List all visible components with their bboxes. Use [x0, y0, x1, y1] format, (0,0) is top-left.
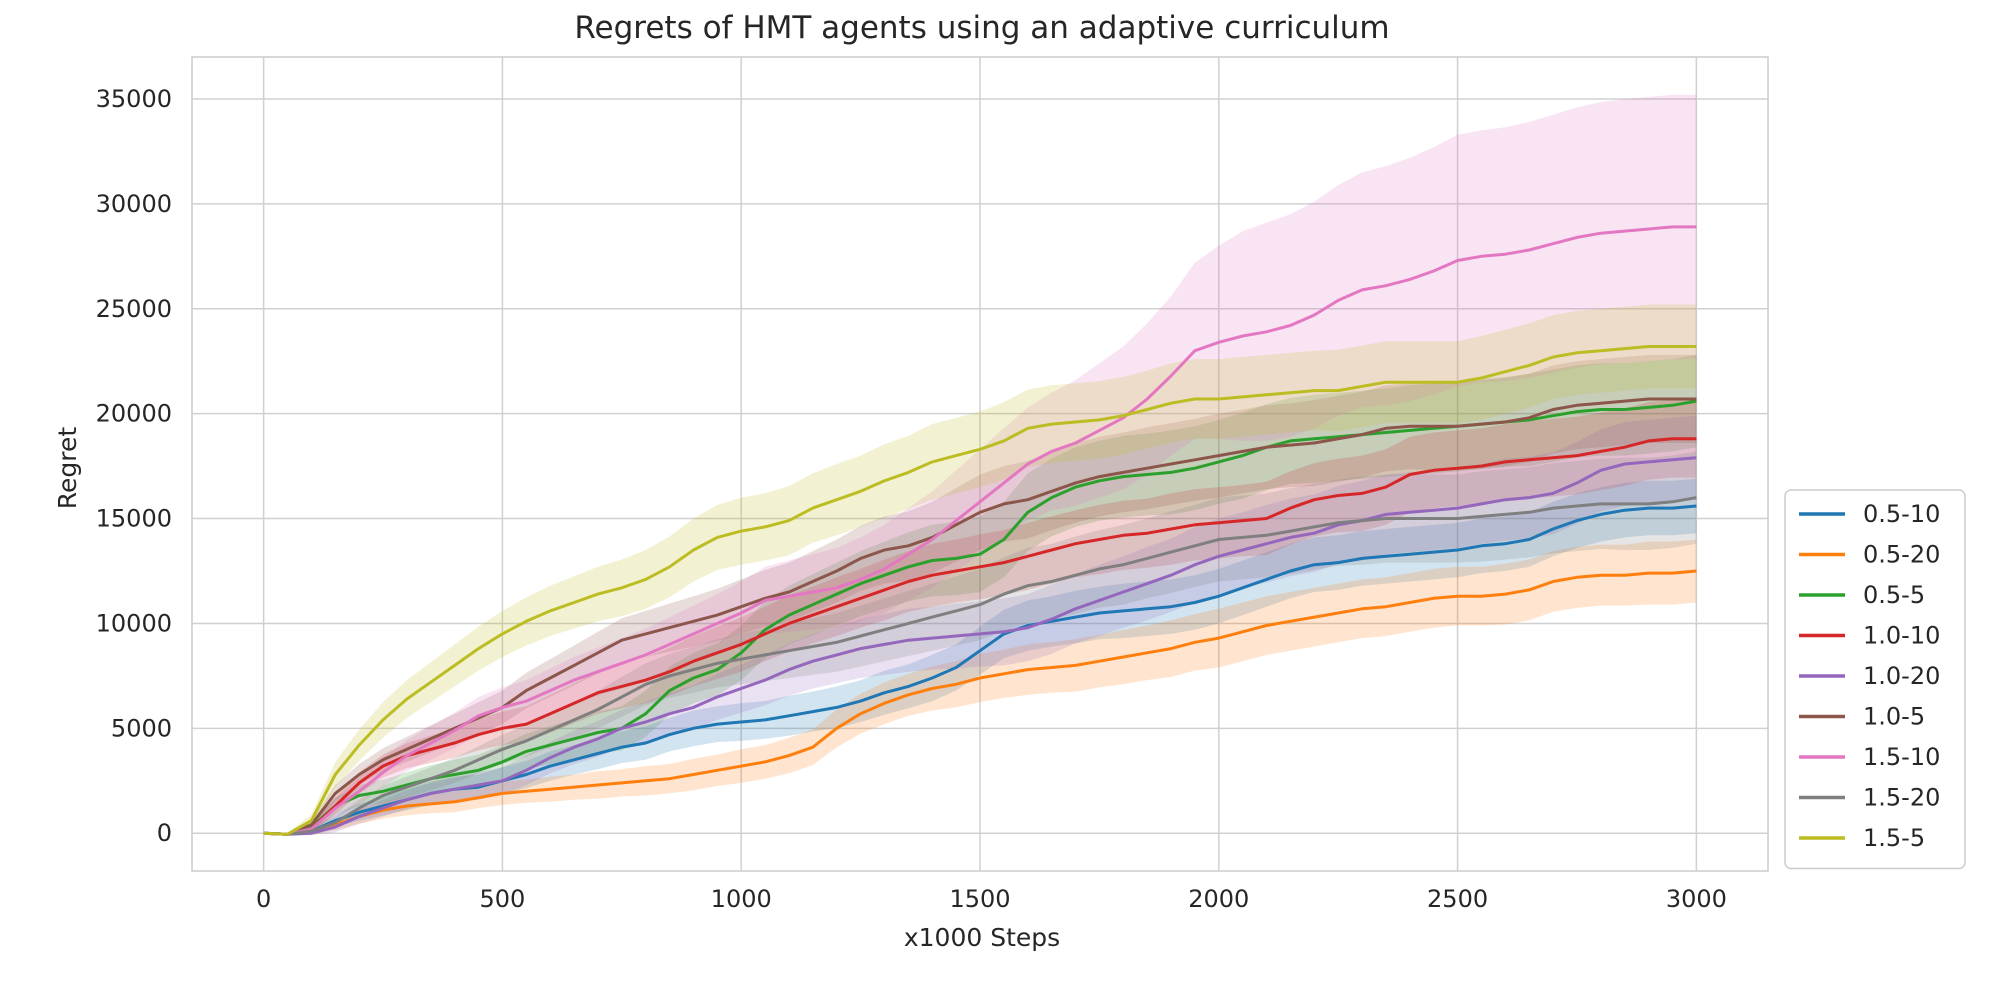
x-tick-label: 1500	[949, 885, 1010, 913]
y-tick-label: 20000	[96, 400, 172, 428]
x-axis-label: x1000 Steps	[904, 923, 1060, 952]
y-tick-label: 0	[157, 819, 172, 847]
legend-label-1.0-10: 1.0-10	[1863, 622, 1940, 650]
legend-box	[1784, 489, 1966, 870]
x-tick-label: 2500	[1427, 885, 1488, 913]
band-1.0-10	[263, 400, 1697, 836]
line-1.5-10	[263, 225, 1697, 836]
line-1.5-5	[263, 345, 1697, 836]
grid-lines	[192, 57, 1768, 871]
legend-label-0.5-10: 0.5-10	[1863, 500, 1940, 528]
x-axis-ticks: 0 500 1000 1500 2000 2500 3000	[256, 885, 1727, 913]
x-tick-label: 1000	[711, 885, 772, 913]
y-tick-label: 25000	[96, 295, 172, 323]
x-tick-label: 3000	[1666, 885, 1727, 913]
y-axis-ticks: 0 5000 10000 15000 20000 25000 30000 35000	[96, 85, 172, 847]
legend: 0.5-10 0.5-20 0.5-5 1.0-10 1.0-20 1.0-5 1.5-10…	[1784, 489, 1966, 870]
legend-label-1.0-20: 1.0-20	[1863, 662, 1940, 690]
legend-label-1.5-5: 1.5-5	[1863, 824, 1925, 852]
plot-frame	[191, 56, 1769, 872]
series-lines	[263, 225, 1697, 836]
legend-label-1.0-5: 1.0-5	[1863, 703, 1925, 731]
line-1.0-20	[263, 456, 1697, 836]
chart-title: Regrets of HMT agents using an adaptive …	[574, 10, 1389, 46]
y-tick-label: 5000	[111, 714, 172, 742]
line-0.5-20	[263, 569, 1697, 836]
legend-label-0.5-20: 0.5-20	[1863, 541, 1940, 569]
y-tick-label: 30000	[96, 190, 172, 218]
line-1.0-10	[263, 437, 1697, 836]
legend-label-1.5-20: 1.5-20	[1863, 784, 1940, 812]
x-tick-label: 500	[480, 885, 526, 913]
y-tick-label: 10000	[96, 609, 172, 637]
legend-label-1.5-10: 1.5-10	[1863, 743, 1940, 771]
band-0.5-5	[263, 354, 1697, 836]
y-tick-label: 15000	[96, 505, 172, 533]
y-tick-label: 35000	[96, 85, 172, 113]
line-1.5-20	[263, 496, 1697, 836]
y-axis-label: Regret	[53, 427, 82, 510]
band-1.5-20	[263, 451, 1697, 835]
x-tick-label: 2000	[1188, 885, 1249, 913]
band-1.5-10	[263, 94, 1697, 836]
legend-label-0.5-5: 0.5-5	[1863, 581, 1925, 609]
band-1.0-5	[263, 354, 1697, 836]
x-tick-label: 0	[256, 885, 271, 913]
band-1.0-20	[263, 415, 1697, 836]
